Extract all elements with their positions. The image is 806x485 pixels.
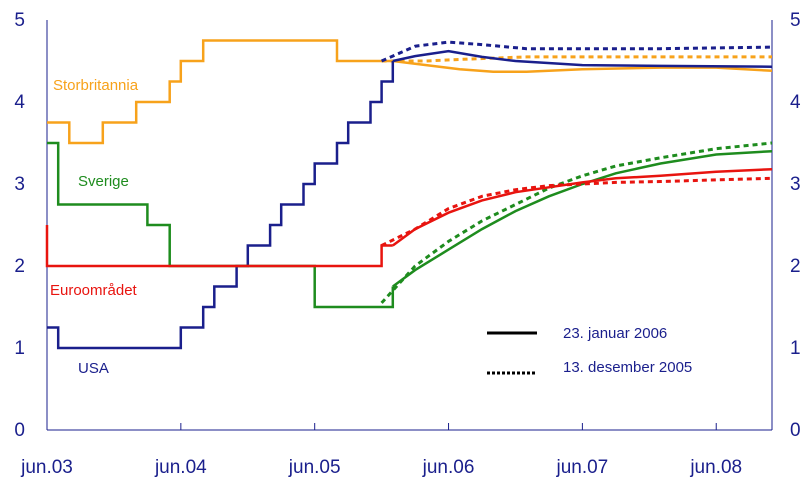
series-usa-forecast-solid bbox=[392, 49, 773, 68]
y-tick-label-right: 1 bbox=[790, 338, 801, 359]
tick-labels: 0 0 1 1 2 2 3 3 4 4 5 5 jun.03 jun.04 jun.05 jun.06 jun.… bbox=[14, 10, 801, 478]
x-tick-label: jun.06 bbox=[422, 457, 475, 478]
legend-label-dotted: 13. desember 2005 bbox=[563, 359, 692, 376]
x-tick-label: jun.03 bbox=[20, 457, 73, 478]
x-tick-label: jun.08 bbox=[689, 457, 742, 478]
series-label-euroomradet: Euroområdet bbox=[50, 282, 138, 299]
series-sverige-forecast-solid bbox=[392, 149, 773, 288]
y-tick-label-left: 4 bbox=[14, 92, 25, 113]
series-usa-history bbox=[47, 61, 395, 350]
y-tick-label-left: 0 bbox=[14, 420, 25, 441]
y-tick-label-right: 3 bbox=[790, 174, 801, 195]
x-tick-label: jun.05 bbox=[288, 457, 341, 478]
series-label-usa: USA bbox=[78, 360, 109, 377]
legend: 23. januar 2006 13. desember 2005 bbox=[487, 325, 692, 376]
x-tick-label: jun.04 bbox=[154, 457, 207, 478]
y-tick-label-left: 2 bbox=[14, 256, 25, 277]
legend-label-solid: 23. januar 2006 bbox=[563, 325, 667, 342]
series-euroomrdet-history bbox=[45, 225, 393, 268]
y-tick-label-left: 5 bbox=[14, 10, 25, 31]
series-sverige-history bbox=[47, 141, 395, 309]
y-tick-label-right: 5 bbox=[790, 10, 801, 31]
y-tick-label-right: 2 bbox=[790, 256, 801, 277]
y-tick-label-left: 3 bbox=[14, 174, 25, 195]
y-tick-label-right: 4 bbox=[790, 92, 801, 113]
series-usa-forecast-dotted bbox=[380, 40, 773, 63]
series-labels: Storbritannia Sverige Euroområdet USA bbox=[50, 77, 139, 377]
series-lines bbox=[45, 39, 773, 350]
series-storbritannia-forecast-solid bbox=[392, 59, 773, 73]
y-tick-label-right: 0 bbox=[790, 420, 801, 441]
series-storbritannia-history bbox=[47, 39, 393, 145]
series-storbritannia-forecast-dotted bbox=[381, 55, 772, 63]
series-euroomrdet-forecast-dotted bbox=[380, 176, 773, 247]
series-euroomrdet-forecast-solid bbox=[392, 167, 773, 247]
series-label-sverige: Sverige bbox=[78, 173, 129, 190]
x-tick-label: jun.07 bbox=[555, 457, 608, 478]
y-tick-label-left: 1 bbox=[14, 338, 25, 359]
series-label-storbritannia: Storbritannia bbox=[53, 77, 139, 94]
